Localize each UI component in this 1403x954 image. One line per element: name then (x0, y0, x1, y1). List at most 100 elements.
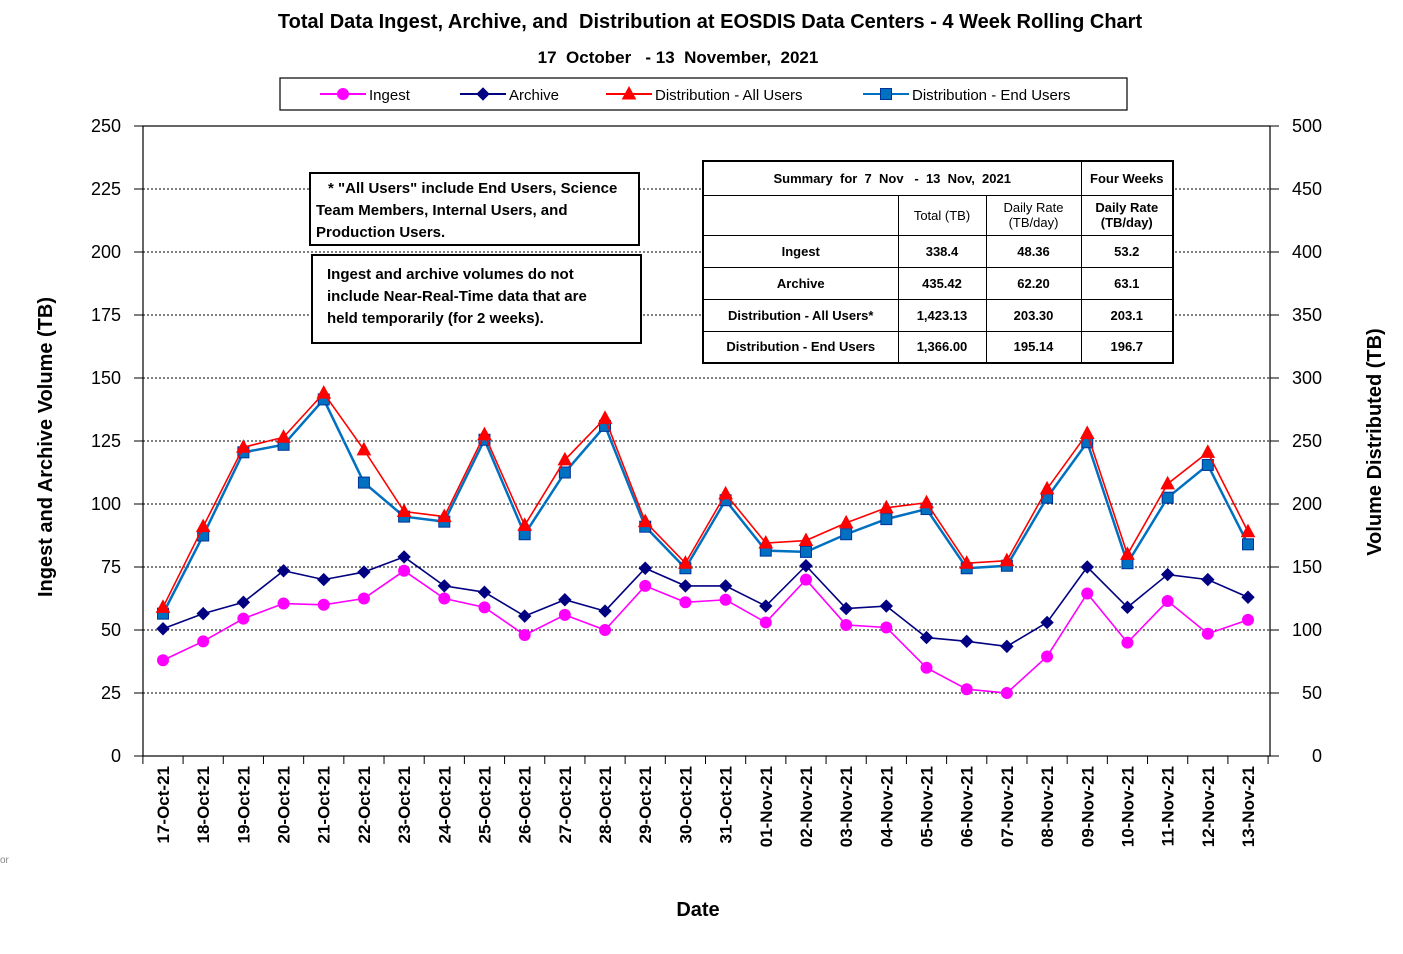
data-point-ingest (357, 592, 370, 605)
left-tick-label: 25 (101, 683, 121, 703)
data-point-ingest (1081, 587, 1094, 600)
summary-header-four-weeks: Four Weeks (1080, 160, 1174, 196)
data-point-archive (1201, 572, 1215, 587)
left-tick-label: 175 (91, 305, 121, 325)
x-tick-label: 04-Nov-21 (877, 766, 896, 847)
series-layer (155, 385, 1256, 699)
data-point-distribution-all-users (557, 451, 573, 466)
data-point-ingest (558, 608, 571, 621)
summary-row-total: 338.4 (897, 234, 987, 268)
legend-marker-ingest (337, 88, 349, 100)
data-point-archive (1120, 600, 1135, 615)
x-tick-label: 29-Oct-21 (636, 766, 655, 843)
nrt-note: Ingest and archive volumes do not includ… (311, 254, 642, 344)
data-point-ingest (1000, 687, 1013, 699)
data-point-ingest (1201, 627, 1214, 640)
right-tick-label: 50 (1302, 683, 1322, 703)
data-point-archive (1160, 567, 1175, 582)
nrt-note-line: include Near-Real-Time data that are (327, 288, 587, 305)
data-point-ingest (237, 612, 250, 625)
data-point-archive (678, 579, 693, 593)
data-point-ingest (518, 629, 531, 642)
summary-col-total: Total (TB) (897, 194, 987, 236)
data-point-archive (558, 593, 572, 607)
data-point-ingest (1242, 613, 1254, 626)
legend-label: Distribution - End Users (912, 87, 1070, 104)
right-tick-label: 200 (1292, 494, 1322, 514)
x-tick-label: 05-Nov-21 (918, 766, 937, 847)
data-point-archive (196, 606, 210, 621)
data-point-distribution-all-users (436, 508, 452, 523)
left-tick-label: 125 (91, 431, 121, 451)
data-point-ingest (679, 596, 692, 609)
summary-row-total: 1,423.13 (897, 298, 987, 332)
data-point-ingest (799, 573, 812, 586)
x-tick-label: 22-Oct-21 (355, 766, 374, 843)
data-point-ingest (1121, 636, 1134, 649)
data-point-ingest (478, 601, 491, 614)
data-point-ingest (1041, 650, 1054, 663)
data-point-archive (517, 609, 532, 623)
data-point-distribution-all-users (236, 439, 251, 453)
series-line-distribution-end-users (161, 397, 1250, 615)
data-point-distribution-all-users (959, 555, 975, 569)
summary-row-daily: 48.36 (985, 234, 1082, 268)
x-tick-label: 12-Nov-21 (1199, 766, 1218, 847)
data-point-ingest (840, 618, 853, 631)
data-point-distribution-all-users (597, 410, 613, 424)
data-point-archive (276, 564, 291, 578)
right-tick-label: 100 (1292, 620, 1322, 640)
right-tick-label: 150 (1292, 557, 1322, 577)
summary-corner (702, 194, 899, 236)
data-point-distribution-all-users (517, 517, 533, 531)
right-tick-label: 250 (1292, 431, 1322, 451)
x-tick-label: 03-Nov-21 (837, 766, 856, 847)
data-point-archive (477, 585, 492, 599)
legend-marker-distribution-all-users (621, 85, 637, 100)
x-tick-label: 08-Nov-21 (1038, 766, 1057, 847)
data-point-archive (357, 565, 371, 579)
data-point-archive (236, 595, 251, 609)
data-point-distribution-all-users (1240, 523, 1256, 538)
left-tick-label: 225 (91, 179, 121, 199)
x-axis-title: Date (676, 899, 719, 921)
data-point-distribution-all-users (718, 485, 733, 500)
data-point-archive (1080, 560, 1094, 574)
data-point-ingest (639, 579, 652, 592)
data-point-archive (919, 630, 934, 645)
data-point-distribution-end-users (1242, 538, 1254, 551)
data-point-archive (879, 599, 894, 613)
series-line-archive (162, 556, 1249, 648)
data-point-distribution-all-users (878, 499, 894, 514)
left-tick-label: 0 (111, 746, 121, 766)
data-point-archive (156, 622, 170, 636)
data-point-distribution-all-users (919, 494, 934, 509)
y-axis-title-right: Volume Distributed (TB) (1364, 328, 1386, 555)
data-point-ingest (960, 683, 973, 696)
data-point-distribution-all-users (798, 532, 814, 547)
all-users-note: * "All Users" include End Users, Science… (309, 172, 640, 246)
summary-col-four-daily: Daily Rate (TB/day) (1080, 194, 1174, 236)
legend-marker-archive (476, 87, 490, 101)
right-tick-label: 500 (1292, 116, 1322, 136)
x-tick-label: 23-Oct-21 (395, 766, 414, 843)
data-point-archive (598, 604, 612, 618)
right-tick-label: 350 (1292, 305, 1322, 325)
chart-title: Total Data Ingest, Archive, and Distribu… (278, 11, 1143, 33)
data-point-distribution-all-users (356, 441, 372, 456)
data-point-archive (1241, 590, 1255, 604)
y-axis-title-left: Ingest and Archive Volume (TB) (35, 297, 57, 597)
x-tick-label: 10-Nov-21 (1118, 766, 1137, 847)
all-users-note-line: Production Users. (316, 224, 446, 241)
x-tick-label: 24-Oct-21 (435, 766, 454, 843)
left-axis: 0 25 50 75 100 125 150 175 200 225 250 (91, 116, 143, 766)
x-tick-label: 19-Oct-21 (234, 766, 253, 843)
data-point-distribution-all-users (758, 535, 774, 549)
x-tick-label: 25-Oct-21 (475, 766, 494, 843)
data-point-ingest (880, 621, 893, 634)
data-point-ingest (920, 661, 933, 674)
data-point-ingest (599, 624, 612, 636)
summary-header-title: Summary for 7 Nov - 13 Nov, 2021 (702, 160, 1082, 196)
data-point-distribution-end-users (880, 513, 893, 526)
data-point-ingest (197, 635, 210, 648)
